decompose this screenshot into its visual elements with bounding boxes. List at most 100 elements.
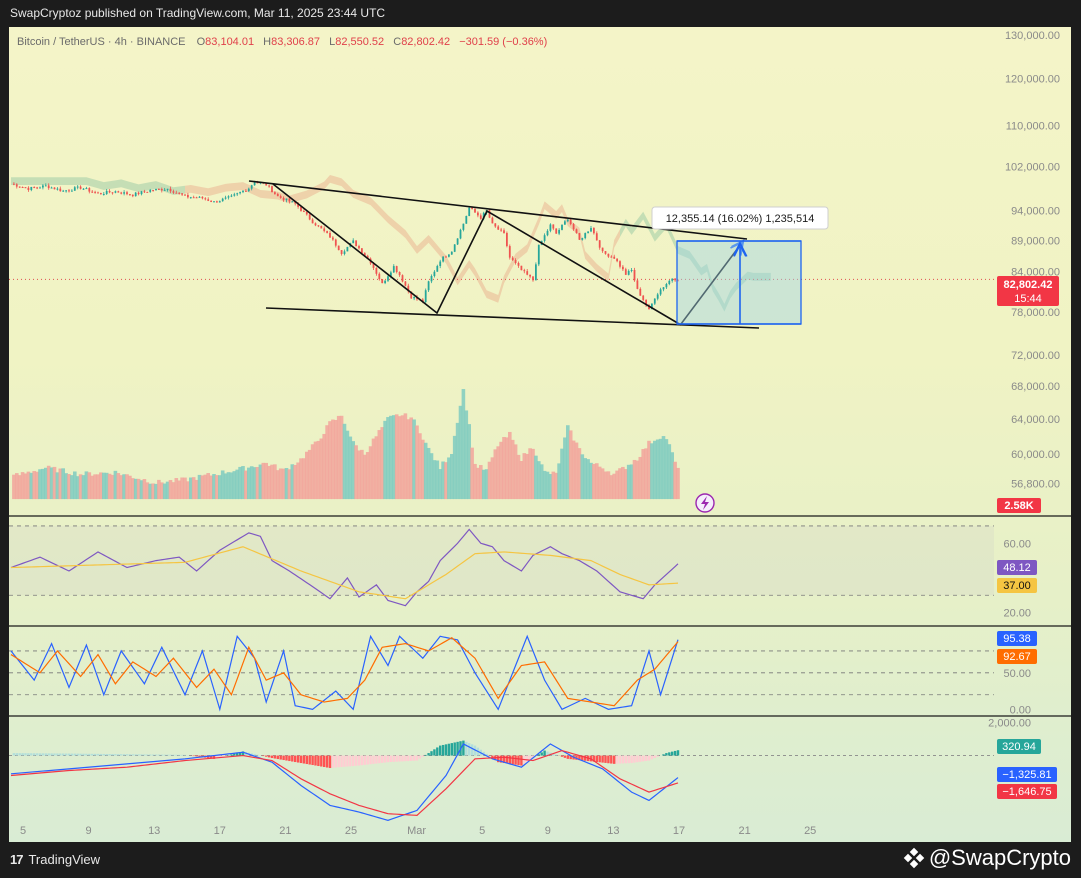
candle-down bbox=[184, 194, 186, 196]
candle-down bbox=[91, 191, 94, 193]
rsi-pane[interactable]: 60.00 20.00 bbox=[9, 525, 1031, 620]
macd-hist-bar bbox=[256, 754, 259, 756]
candle-down bbox=[111, 192, 114, 194]
candle-down bbox=[398, 271, 401, 276]
macd-hist-bar bbox=[415, 755, 419, 761]
macd-pane[interactable]: 2,000.00 bbox=[9, 717, 1031, 821]
volume-bar bbox=[467, 424, 471, 500]
volume-bars bbox=[12, 389, 680, 500]
macd-hist-bar bbox=[566, 755, 569, 759]
macd-hist-bar bbox=[630, 755, 633, 764]
volume-bar bbox=[510, 439, 515, 500]
volume-bar bbox=[508, 431, 512, 500]
macd-hist-bar bbox=[526, 755, 529, 762]
macd-hist-bar bbox=[53, 753, 56, 756]
candle-down bbox=[616, 258, 618, 262]
volume-bar bbox=[365, 452, 370, 500]
volume-bar bbox=[447, 457, 451, 500]
price-tick-label: 64,000.00 bbox=[1011, 414, 1060, 426]
macd-hist-bar bbox=[253, 754, 256, 756]
volume-bar bbox=[299, 458, 303, 500]
candle-up bbox=[448, 254, 450, 257]
volume-bar bbox=[539, 464, 544, 500]
candle-up bbox=[387, 276, 389, 281]
candle-down bbox=[126, 192, 128, 195]
macd-hist-bar bbox=[233, 753, 236, 756]
chart-svg[interactable]: Bitcoin / TetherUS · 4h · BINANCE O83,10… bbox=[9, 27, 1071, 842]
candle-up bbox=[459, 229, 462, 239]
macd-hist-bar bbox=[169, 754, 172, 756]
candle-down bbox=[175, 192, 178, 194]
indicator-line bbox=[10, 546, 679, 600]
macd-hist-bar bbox=[276, 755, 279, 760]
price-tick-label: 78,000.00 bbox=[1011, 307, 1060, 319]
price-tick-label: 102,000.00 bbox=[1005, 161, 1060, 173]
stoch-rsi-pane[interactable]: 50.00 0.00 bbox=[9, 634, 1031, 716]
macd-hist-bar bbox=[427, 753, 430, 756]
volume-bar bbox=[29, 472, 34, 500]
time-tick-label: 25 bbox=[804, 825, 816, 837]
volume-bar bbox=[46, 465, 51, 500]
volume-bar bbox=[125, 474, 129, 500]
macd-hist-bar bbox=[421, 755, 424, 757]
candle-down bbox=[410, 291, 413, 299]
macd-hist-bar bbox=[581, 755, 584, 761]
volume-bar bbox=[232, 471, 237, 500]
candle-down bbox=[511, 257, 514, 261]
macd-hist-bar bbox=[639, 755, 642, 762]
legend-c-label: C bbox=[393, 36, 401, 48]
projection-arrow[interactable] bbox=[680, 244, 741, 325]
volume-bar bbox=[49, 467, 54, 500]
trend-drawings[interactable]: 12,355.14 (16.02%) 1,235,514 bbox=[248, 180, 829, 329]
time-tick-label: 5 bbox=[479, 825, 485, 837]
candle-up bbox=[56, 188, 59, 190]
candle-down bbox=[79, 186, 82, 189]
price-axis: 130,000.00 120,000.00 110,000.00 102,000.00… bbox=[1005, 30, 1060, 491]
macd-hist-bar bbox=[407, 755, 410, 762]
candle-down bbox=[201, 196, 204, 199]
volume-bar bbox=[626, 464, 631, 500]
volume-bar bbox=[557, 463, 561, 500]
macd-hist-bar bbox=[33, 753, 36, 756]
volume-bar bbox=[226, 472, 231, 500]
volume-bar bbox=[458, 405, 463, 500]
volume-bar bbox=[429, 453, 434, 500]
chart-area[interactable]: Bitcoin / TetherUS · 4h · BINANCE O83,10… bbox=[9, 27, 1071, 842]
macd-hist-bar bbox=[375, 755, 378, 764]
candle-down bbox=[445, 256, 447, 258]
macd-hist-bar bbox=[151, 754, 155, 756]
volume-bar bbox=[397, 416, 402, 500]
candle-down bbox=[503, 230, 505, 233]
tradingview-footer[interactable]: 17 TradingView bbox=[10, 852, 100, 867]
zigzag-path[interactable] bbox=[272, 183, 682, 326]
volume-bar bbox=[403, 413, 408, 500]
measure-box[interactable] bbox=[676, 240, 802, 325]
macd-hist-bar bbox=[592, 755, 596, 762]
macd-hist-bar bbox=[360, 755, 364, 766]
candle-down bbox=[494, 223, 497, 227]
volume-bar bbox=[560, 448, 564, 500]
price-tick-label: 72,000.00 bbox=[1011, 350, 1060, 362]
volume-bar bbox=[171, 482, 176, 500]
lower-trendline[interactable] bbox=[265, 307, 760, 329]
volume-bar bbox=[17, 475, 22, 500]
macd-hist-bar bbox=[653, 755, 656, 759]
volume-bar bbox=[96, 474, 100, 500]
candle-down bbox=[303, 210, 305, 212]
volume-bar bbox=[102, 472, 106, 500]
candle-up bbox=[413, 297, 415, 299]
candle-down bbox=[21, 186, 24, 188]
macd-hist-bar bbox=[392, 755, 395, 762]
candle-down bbox=[604, 251, 607, 254]
macd-hist-bar bbox=[656, 755, 659, 757]
macd-hist-bar bbox=[528, 755, 532, 760]
macd-hist-bar bbox=[346, 755, 349, 767]
stoch-k-badge: 95.38 bbox=[1003, 633, 1031, 645]
candle-down bbox=[308, 214, 311, 220]
candle-down bbox=[207, 199, 210, 201]
candle-down bbox=[355, 240, 357, 247]
candle-down bbox=[636, 280, 639, 289]
candle-down bbox=[677, 280, 679, 282]
flash-icon[interactable] bbox=[695, 493, 715, 513]
volume-bar bbox=[661, 436, 666, 500]
